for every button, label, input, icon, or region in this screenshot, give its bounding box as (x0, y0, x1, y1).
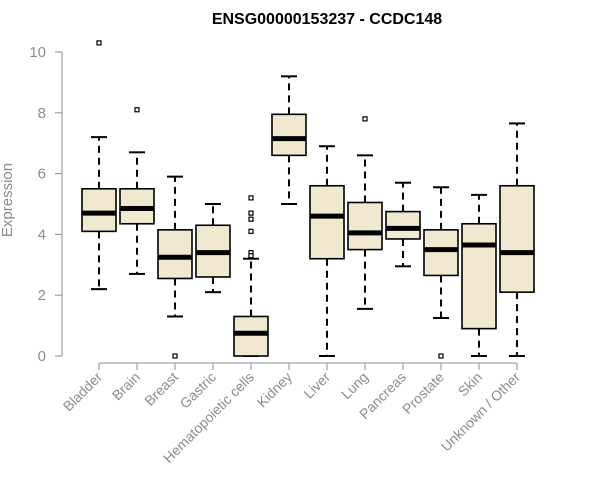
box-iqr (347, 201, 383, 251)
box-group (195, 203, 231, 294)
y-tick-label: 4 (38, 226, 46, 243)
box-group (385, 181, 421, 268)
x-tick-label: Kidney (254, 369, 296, 411)
x-tick-label: Breast (141, 369, 181, 409)
box-group (347, 116, 383, 310)
y-tick-label: 10 (29, 44, 46, 61)
box-group (233, 195, 269, 357)
outlier-point (96, 40, 102, 46)
box-iqr (81, 188, 117, 233)
box-group (81, 40, 117, 291)
y-axis-label: Expression (0, 163, 16, 237)
box-group (499, 122, 535, 357)
box-group (309, 145, 345, 357)
x-tick-label: Bladder (60, 369, 106, 415)
box-iqr (271, 113, 307, 157)
box-iqr (309, 184, 345, 260)
outlier-point (438, 353, 444, 359)
box-iqr (385, 210, 421, 240)
box-iqr (499, 184, 535, 293)
y-tick-label: 8 (38, 105, 46, 122)
box-iqr (423, 229, 459, 277)
y-axis: 0 2 4 6 8 10 (29, 44, 63, 365)
box-group (271, 75, 307, 205)
x-tick-label: Liver (300, 369, 333, 402)
box-group (461, 193, 497, 357)
boxes-layer (81, 40, 535, 359)
y-tick-label: 6 (38, 166, 46, 183)
box-iqr (461, 222, 497, 330)
box-group (157, 175, 193, 359)
box-iqr (233, 315, 269, 357)
y-tick-label: 0 (38, 348, 46, 365)
x-tick-label: Skin (455, 369, 486, 400)
y-tick-label: 2 (38, 287, 46, 304)
box-group (423, 186, 459, 359)
chart-title: ENSG00000153237 - CCDC148 (212, 11, 442, 28)
box-iqr (157, 229, 193, 280)
x-tick-label: Prostate (399, 369, 447, 417)
outlier-point (248, 210, 254, 216)
outlier-point (134, 107, 140, 113)
outlier-point (362, 116, 368, 122)
outlier-point (248, 228, 254, 234)
outlier-point (248, 195, 254, 201)
x-tick-label: Brain (109, 369, 143, 403)
x-tick-label: Lung (338, 369, 371, 402)
outlier-point (172, 353, 178, 359)
box-group (119, 107, 155, 275)
outlier-point (248, 216, 254, 222)
outlier-point (248, 253, 254, 259)
